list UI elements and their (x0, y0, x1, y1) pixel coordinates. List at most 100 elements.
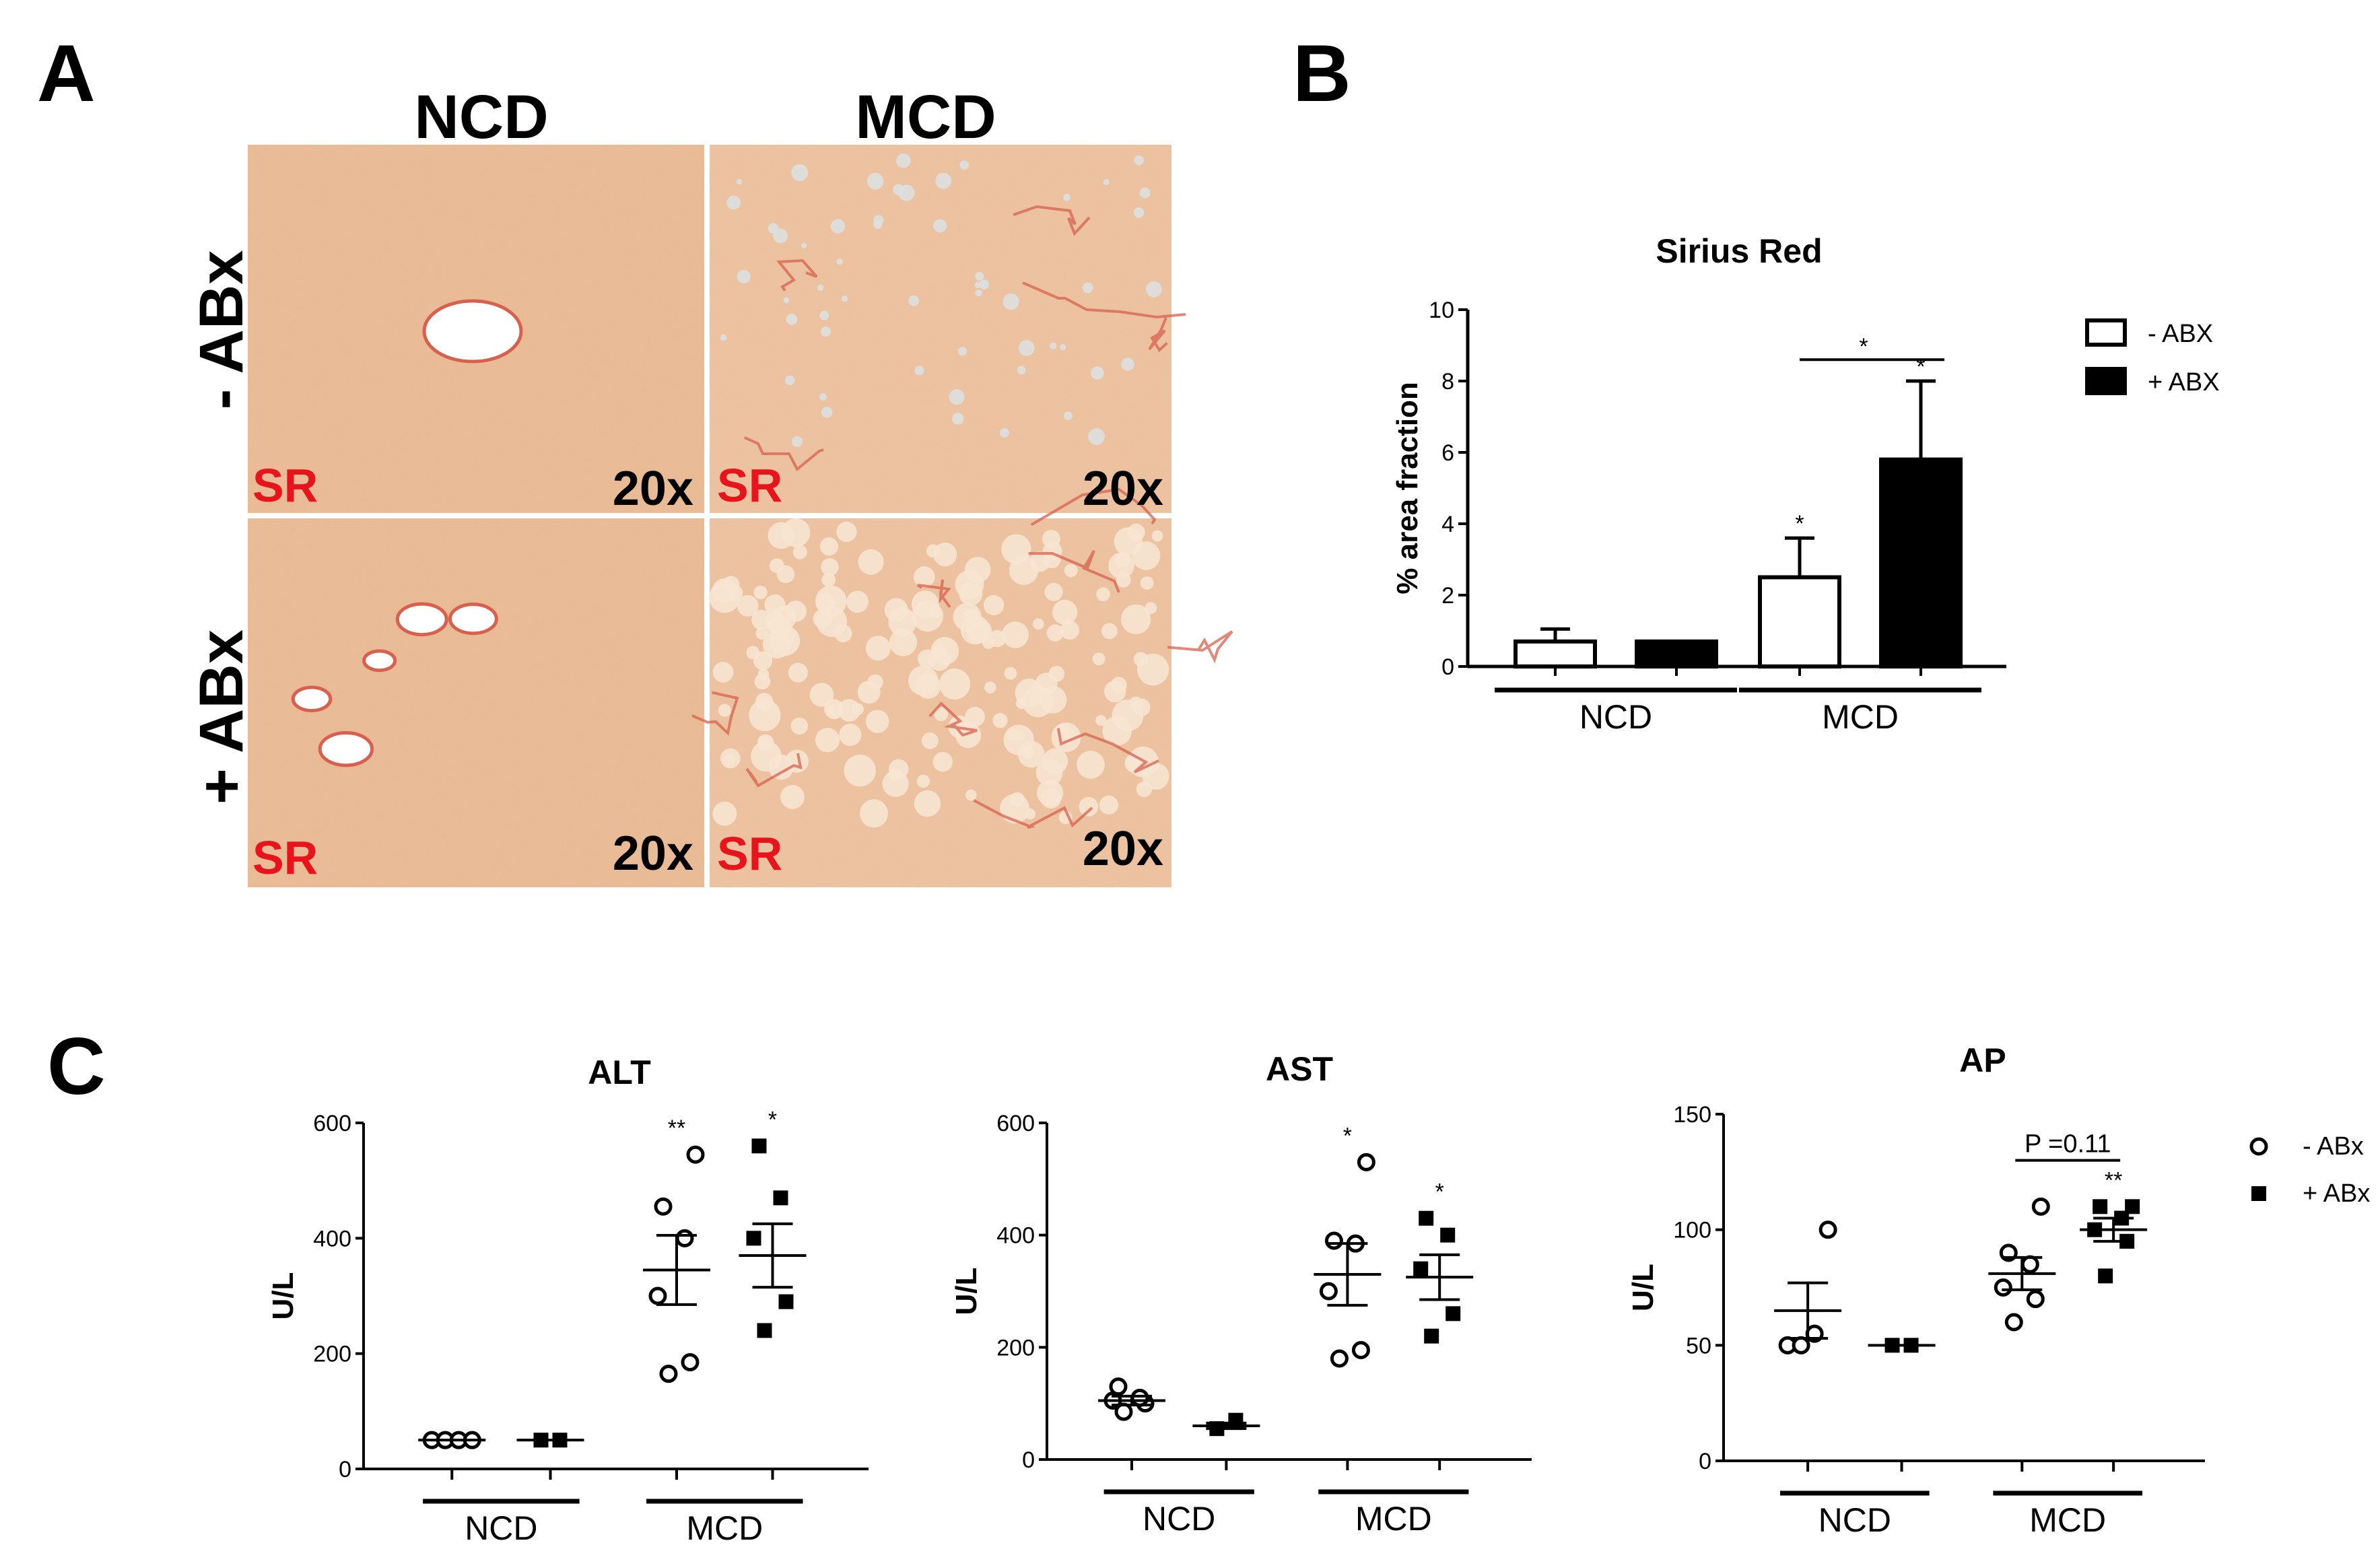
ap-chart: AP U/L 0 50 100 150 NCD MCD ** P =0.11 - ABx + ABx (1627, 1041, 2370, 1539)
lipid-droplet (836, 521, 857, 543)
data-point (2098, 1268, 2113, 1284)
data-point (1446, 1306, 1461, 1321)
lipid-droplet (780, 784, 805, 809)
significance-marker: * (1343, 1123, 1352, 1148)
lipid-droplet (992, 713, 1008, 728)
collagen-fiber (928, 701, 978, 737)
lipid-droplet (712, 662, 734, 683)
lipid-droplet (757, 668, 770, 681)
data-point (654, 1197, 673, 1216)
lipid-droplet (1103, 178, 1110, 186)
data-point (681, 1353, 700, 1372)
group-label: MCD (1355, 1500, 1432, 1538)
lipid-droplet (1052, 599, 1078, 625)
lipid-droplet (844, 754, 877, 787)
lipid-droplet (737, 269, 751, 284)
lipid-droplet (908, 295, 920, 306)
lipid-droplet (1092, 652, 1106, 666)
significance-marker: ** (2105, 1167, 2122, 1193)
lipid-droplet (921, 732, 939, 749)
y-tick-label: 0 (1441, 654, 1454, 680)
lipid-droplet (1010, 792, 1025, 807)
significance-marker: * (1435, 1179, 1444, 1205)
lipid-droplet (1095, 714, 1107, 726)
data-point (659, 1365, 678, 1383)
collagen-fiber (776, 259, 818, 291)
lipid-droplet (952, 413, 964, 425)
lipid-droplet (836, 258, 843, 265)
lipid-droplet (889, 628, 918, 656)
group-label: MCD (686, 1509, 763, 1545)
data-point (648, 1286, 667, 1305)
bar (1758, 575, 1841, 668)
stain-label: SR (717, 459, 782, 512)
collagen-fiber (973, 799, 1093, 829)
lipid-droplet (884, 598, 908, 622)
bar (1514, 639, 1597, 669)
lipid-droplet (1114, 527, 1143, 556)
micro-row-header-plus-abx: + ABx (187, 629, 256, 804)
data-point (1994, 1278, 2012, 1297)
lipid-droplet (1103, 680, 1126, 703)
lipid-droplet (975, 271, 984, 281)
lipid-droplet (792, 436, 803, 447)
lipid-droplet (1058, 811, 1073, 825)
lipid-droplet (959, 160, 970, 170)
lipid-droplet (821, 558, 839, 576)
lipid-droplet (898, 184, 915, 201)
lipid-droplet (1096, 587, 1110, 602)
lipid-droplet (860, 799, 889, 828)
lipid-droplet (1145, 602, 1157, 615)
collagen-fiber (745, 753, 803, 788)
group-label: MCD (2029, 1501, 2106, 1539)
y-tick-label: 50 (1686, 1333, 1711, 1359)
bar (1635, 639, 1718, 669)
lipid-droplet (1082, 282, 1093, 294)
data-point (686, 1145, 705, 1164)
comparison-marker: * (1859, 334, 1868, 359)
lipid-droplet (866, 172, 884, 190)
stain-label: SR (252, 459, 318, 512)
y-tick-label: 200 (313, 1342, 351, 1367)
data-point (2020, 1255, 2039, 1274)
lipid-droplet (975, 289, 982, 297)
legend-label: - ABX (2148, 320, 2213, 348)
lipid-droplet (1032, 618, 1044, 630)
lipid-droplet (916, 774, 930, 788)
lipid-droplet (1004, 666, 1017, 680)
lipid-droplet (934, 707, 949, 722)
lipid-droplet (1042, 748, 1068, 774)
lipid-droplet (1064, 563, 1078, 578)
stain-label: SR (252, 831, 318, 884)
y-tick-label: 150 (1673, 1102, 1711, 1128)
vessel (448, 603, 498, 636)
group-label: NCD (1579, 698, 1652, 736)
lipid-droplet (816, 606, 848, 638)
micro-col-header-mcd: MCD (855, 83, 996, 151)
lipid-droplet (955, 570, 984, 599)
lipid-droplet (1140, 576, 1154, 590)
lipid-droplet (984, 681, 996, 694)
lipid-droplet (720, 334, 727, 341)
lipid-droplet (888, 759, 909, 780)
collagen-fiber (1013, 205, 1091, 236)
lipid-droplet (712, 801, 737, 826)
lipid-droplet (1133, 207, 1145, 218)
collagen-fiber (691, 691, 739, 736)
lipid-droplet (1121, 357, 1134, 371)
lipid-droplet (1017, 366, 1026, 375)
lipid-droplet (1101, 623, 1118, 640)
lipid-droplet (1044, 582, 1063, 601)
group-label: MCD (1822, 698, 1899, 736)
data-point (1424, 1328, 1439, 1344)
data-point (751, 1138, 767, 1154)
lipid-droplet (914, 566, 935, 588)
lipid-droplet (1091, 366, 1104, 380)
lipid-droplet (867, 674, 883, 690)
lipid-droplet (753, 585, 768, 600)
y-tick-label: 400 (996, 1223, 1035, 1249)
lipid-droplet (724, 754, 736, 766)
data-point (773, 1190, 788, 1206)
sirius-red-chart: Sirius Red % area fraction 0 2 4 6 8 10 NCD MCD * *… (1391, 232, 2220, 736)
